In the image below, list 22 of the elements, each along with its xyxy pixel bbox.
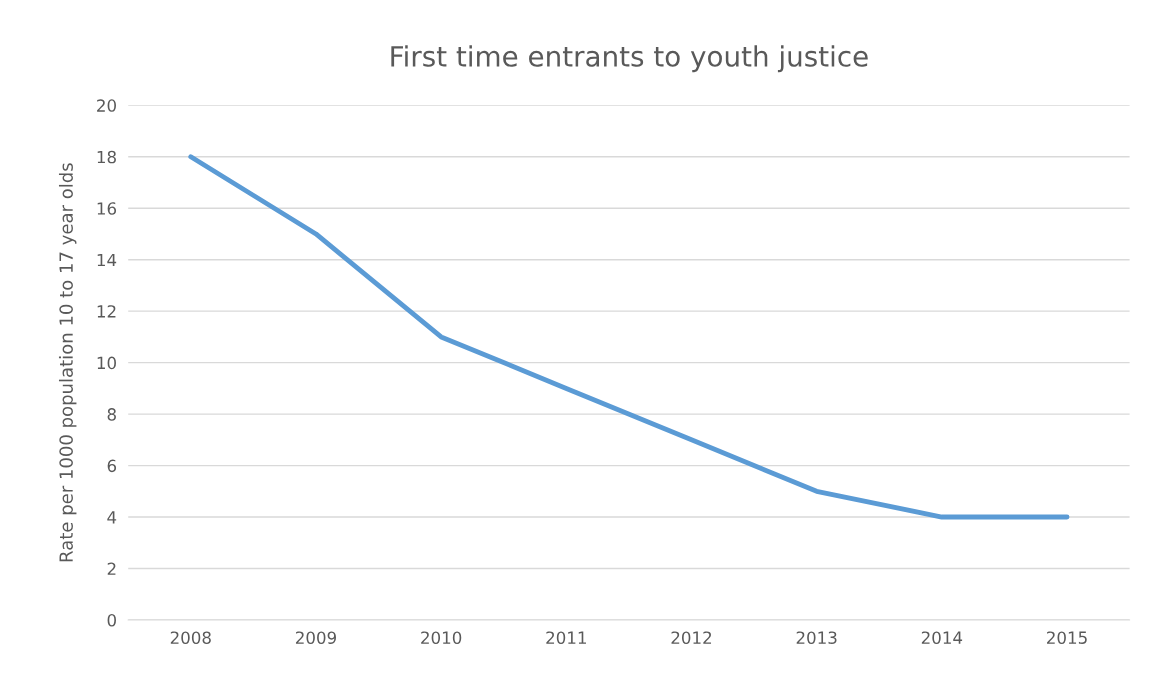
y-axis-title: Rate per 1000 population 10 to 17 year olds [58, 163, 77, 562]
y-tick-label: 14 [97, 253, 117, 267]
y-tick-label: 20 [97, 99, 116, 112]
y-tick-label: 10 [97, 356, 116, 370]
x-tick-label: 2012 [671, 631, 712, 644]
y-tick-label: 12 [97, 305, 116, 318]
x-tick-label: 2010 [421, 631, 462, 644]
chart-title: First time entrants to youth justice [391, 45, 868, 73]
y-tick-label: 2 [107, 562, 116, 575]
y-tick-label: 0 [107, 613, 116, 627]
x-tick-label: 2015 [1047, 631, 1087, 644]
y-tick-label: 18 [97, 150, 116, 164]
y-tick-label: 8 [107, 408, 116, 421]
y-tick-label: 6 [107, 459, 117, 473]
line-series [188, 154, 1070, 520]
x-tick-label: 2014 [921, 631, 963, 644]
x-tick-label: 2011 [546, 631, 586, 644]
x-tick-label: 2013 [796, 631, 837, 644]
y-tick-label: 4 [107, 511, 117, 524]
y-tick-label: 16 [97, 202, 117, 215]
x-tick-label: 2009 [295, 631, 336, 644]
x-tick-label: 2008 [170, 631, 211, 644]
